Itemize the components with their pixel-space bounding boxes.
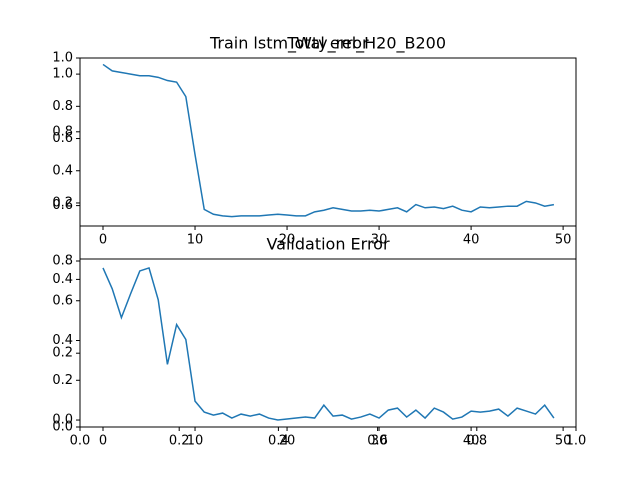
x-tick-label: 0.0 (70, 434, 91, 449)
y-tick-label: 0.4 (52, 163, 73, 178)
x-tick-label: 0 (99, 233, 107, 248)
axes-title: Validation Error (266, 235, 390, 254)
data-line (102, 63, 555, 218)
y-tick-label: 0.8 (52, 99, 73, 114)
x-tick-label: 20 (279, 233, 296, 248)
axes-title: Train lstm_Wty_rel_H20_B200 (209, 34, 446, 54)
axes-title: Total error (286, 34, 369, 53)
y-tick-label: 0.2 (52, 195, 73, 210)
y-tick-label: 1.0 (52, 67, 73, 82)
x-tick-label: 30 (371, 233, 388, 248)
x-tick-label: 20 (279, 434, 296, 449)
y-tick-label: 0.6 (52, 293, 73, 308)
y-tick-label: 1.0 (52, 51, 73, 66)
y-tick-label: 0.8 (52, 253, 73, 268)
y-tick-label: 0.0 (52, 420, 73, 435)
y-tick-label: 0.6 (52, 198, 73, 213)
data-line (102, 266, 555, 421)
x-tick-label: 40 (463, 434, 480, 449)
y-tick-label: 0.2 (52, 373, 73, 388)
y-tick-label: 0.6 (52, 131, 73, 146)
x-tick-label: 0 (99, 434, 107, 449)
y-tick-label: 0.8 (52, 124, 73, 139)
y-tick-label: 0.4 (52, 272, 73, 287)
x-tick-label: 0.4 (268, 434, 289, 449)
x-tick-label: 40 (463, 233, 480, 248)
y-tick-label: 0.0 (52, 413, 73, 428)
y-tick-label: 0.2 (52, 346, 73, 361)
x-tick-label: 0.2 (169, 434, 190, 449)
axes-frame (79, 258, 577, 428)
x-tick-label: 0.6 (367, 434, 388, 449)
x-tick-label: 30 (371, 434, 388, 449)
x-tick-label: 1.0 (566, 434, 587, 449)
x-tick-label: 10 (187, 233, 204, 248)
x-tick-label: 50 (555, 434, 572, 449)
y-tick-label: 0.4 (52, 333, 73, 348)
x-tick-label: 10 (187, 434, 204, 449)
x-tick-label: 50 (555, 233, 572, 248)
axes-frame (79, 57, 577, 227)
x-tick-label: 0.8 (466, 434, 487, 449)
